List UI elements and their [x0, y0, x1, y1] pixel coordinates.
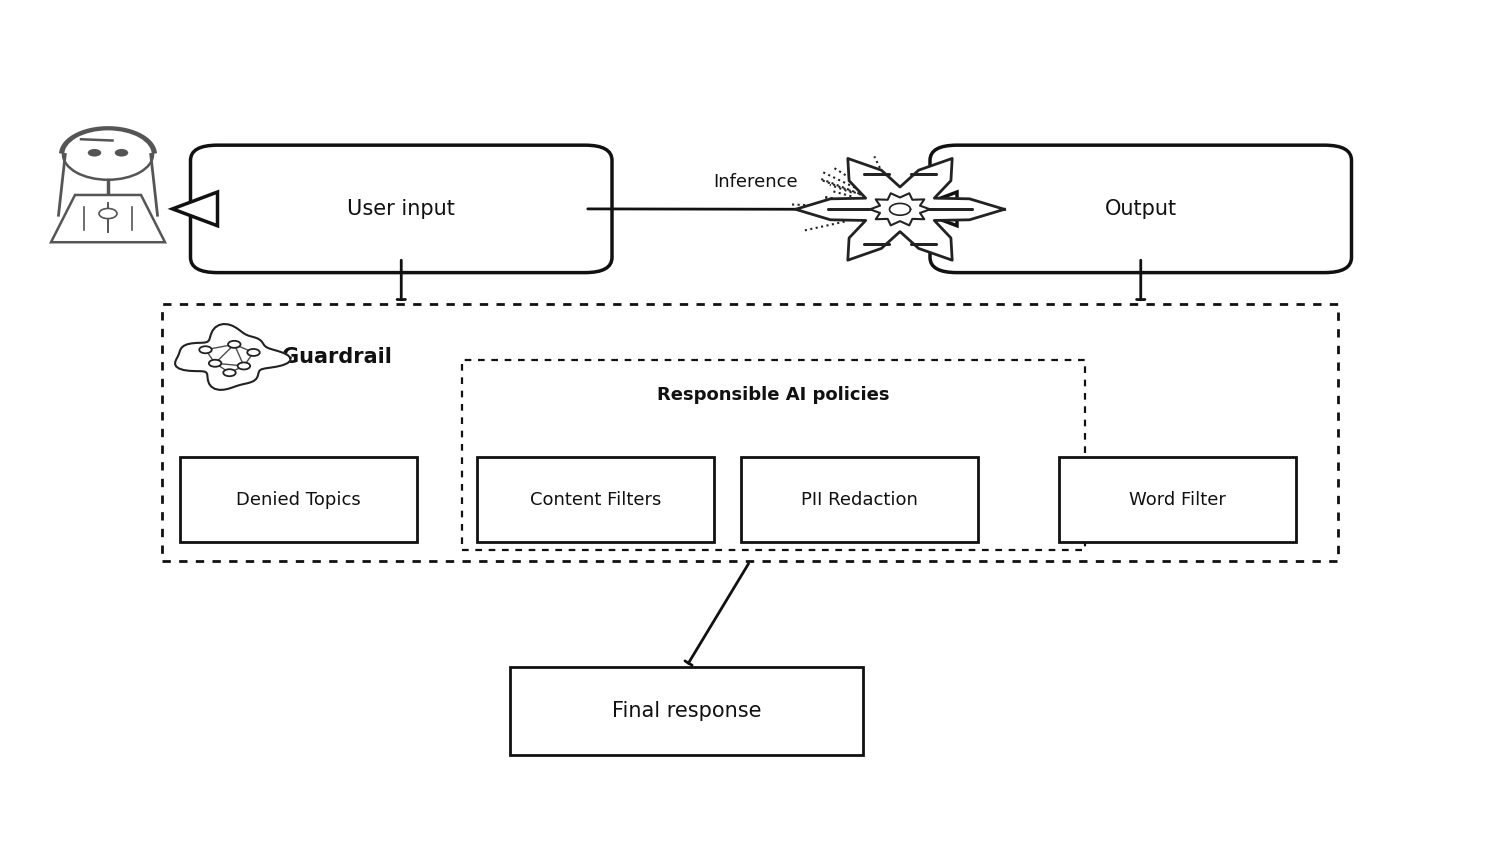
- Circle shape: [224, 369, 236, 376]
- Circle shape: [209, 360, 222, 367]
- Text: PII Redaction: PII Redaction: [801, 490, 918, 509]
- Polygon shape: [795, 159, 1005, 260]
- Circle shape: [200, 346, 211, 354]
- Circle shape: [63, 129, 153, 180]
- Circle shape: [114, 149, 128, 157]
- Bar: [1059, 457, 1296, 542]
- Polygon shape: [176, 324, 291, 390]
- Bar: [477, 457, 714, 542]
- Circle shape: [248, 349, 259, 356]
- Text: Word Filter: Word Filter: [1130, 490, 1226, 509]
- Bar: [741, 457, 978, 542]
- Bar: [162, 304, 1338, 561]
- Polygon shape: [912, 192, 957, 226]
- Text: Inference: Inference: [714, 173, 798, 192]
- Polygon shape: [172, 192, 217, 226]
- Text: Guardrail: Guardrail: [282, 347, 392, 367]
- Circle shape: [87, 149, 102, 157]
- Circle shape: [99, 208, 117, 219]
- Text: Final response: Final response: [612, 701, 760, 721]
- Bar: [462, 360, 1084, 550]
- Polygon shape: [51, 195, 165, 242]
- Text: Responsible AI policies: Responsible AI policies: [657, 386, 890, 403]
- Circle shape: [237, 362, 250, 370]
- Text: User input: User input: [348, 199, 454, 219]
- Circle shape: [228, 341, 240, 348]
- Text: Output: Output: [1104, 199, 1178, 219]
- Text: Denied Topics: Denied Topics: [236, 490, 362, 509]
- FancyBboxPatch shape: [190, 145, 612, 273]
- Bar: [510, 667, 862, 755]
- Bar: [180, 457, 417, 542]
- Polygon shape: [870, 193, 930, 225]
- Polygon shape: [890, 203, 910, 215]
- FancyBboxPatch shape: [930, 145, 1352, 273]
- Text: Content Filters: Content Filters: [530, 490, 662, 509]
